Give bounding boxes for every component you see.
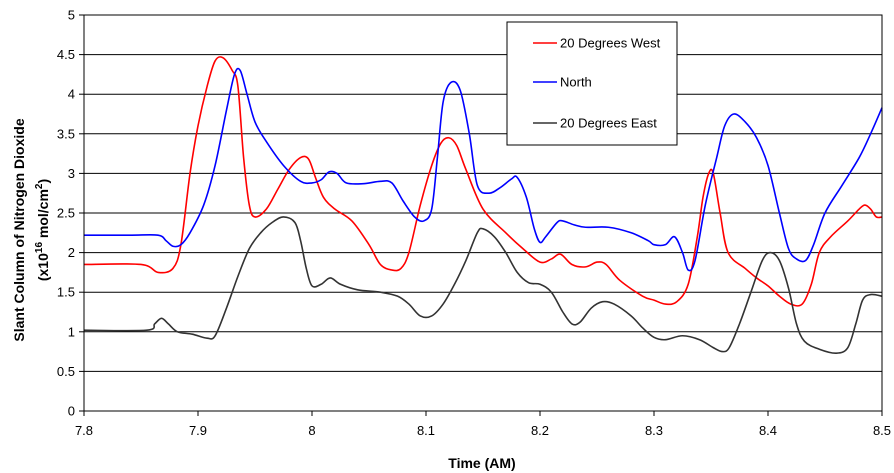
x-tick-label: 8.2	[531, 423, 549, 438]
y-unit-exp2: 2	[34, 183, 45, 189]
y-axis-unit: (x1016 mol/cm2)	[34, 179, 51, 281]
y-unit-exp: 16	[34, 242, 45, 254]
y-tick-label: 3.5	[57, 126, 75, 141]
x-tick-label: 8.3	[645, 423, 663, 438]
x-tick-label: 8.1	[417, 423, 435, 438]
x-tick-label: 7.9	[189, 423, 207, 438]
y-tick-label: 4	[68, 87, 75, 102]
x-tick-label: 8.4	[759, 423, 777, 438]
legend-label-20-degrees-west: 20 Degrees West	[560, 36, 661, 51]
series-line-20-degrees-east	[83, 216, 883, 354]
y-tick-label: 0	[68, 404, 75, 419]
x-axis-ticks: 7.8 7.9 8 8.1 8.2 8.3 8.4 8.5	[75, 411, 891, 438]
series-line-north	[84, 67, 883, 272]
x-tick-label: 8.5	[873, 423, 891, 438]
y-unit-mid: mol/cm	[35, 189, 51, 242]
x-tick-label: 7.8	[75, 423, 93, 438]
y-tick-label: 5	[68, 8, 75, 23]
y-axis-ticks: 0 0.5 1 1.5 2 2.5 3 3.5 4 4.5 5	[57, 8, 84, 419]
legend-label-20-degrees-east: 20 Degrees East	[560, 116, 657, 131]
y-tick-label: 2.5	[57, 206, 75, 221]
y-tick-label: 1	[68, 324, 75, 339]
y-tick-label: 4.5	[57, 47, 75, 62]
y-tick-label: 3	[68, 166, 75, 181]
series-layer	[83, 56, 883, 354]
y-tick-label: 2	[68, 245, 75, 260]
x-axis-title: Time (AM)	[448, 455, 515, 471]
y-axis-title: Slant Column of Nitrogen Dioxide	[11, 118, 27, 341]
y-unit-prefix: (x10	[35, 253, 51, 281]
x-tick-label: 8	[308, 423, 315, 438]
y-unit-suffix: )	[35, 179, 51, 184]
y-tick-label: 1.5	[57, 285, 75, 300]
legend: 20 Degrees West North 20 Degrees East	[506, 21, 678, 146]
legend-label-north: North	[560, 75, 592, 90]
y-tick-label: 0.5	[57, 364, 75, 379]
series-line-20-degrees-west	[83, 56, 883, 307]
